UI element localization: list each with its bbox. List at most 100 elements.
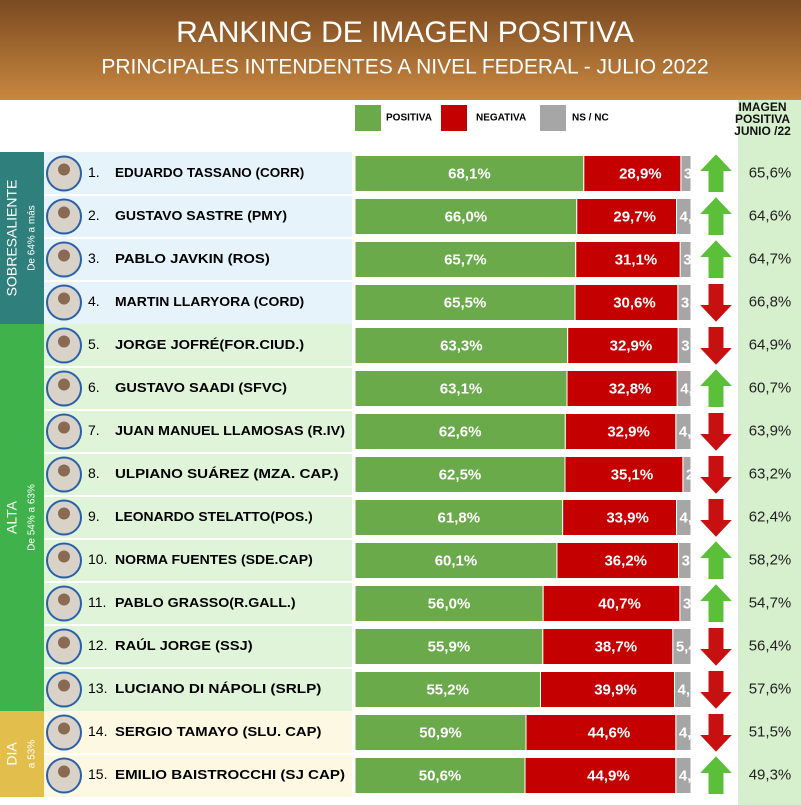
bar-label: 44,6%	[588, 724, 631, 741]
previous-value: 64,7%	[749, 250, 792, 267]
rank: 15.	[88, 766, 107, 782]
bar-segment	[677, 284, 692, 321]
bar-label: 40,7%	[598, 595, 641, 612]
bar-label: 65,5%	[444, 294, 487, 311]
bar-segment	[672, 628, 692, 665]
bar-segment	[566, 370, 678, 407]
name: NORMA FUENTES (SDE.CAP)	[115, 552, 313, 567]
rank: 12.	[88, 637, 107, 653]
name: LEONARDO STELATTO(POS.)	[115, 509, 313, 524]
bar-label: 63,1%	[440, 380, 483, 397]
bar-segment	[674, 671, 692, 708]
avatar-head	[58, 292, 70, 305]
legend-label: NS / NC	[572, 113, 609, 124]
bar-label: 68,1%	[448, 165, 491, 182]
name: EDUARDO TASSANO (CORR)	[115, 165, 304, 180]
bar-label: 3,0%	[684, 165, 718, 182]
avatar-head	[58, 507, 70, 520]
bar-segment	[354, 456, 566, 493]
bar-label: 29,7%	[613, 208, 656, 225]
bar-label: 35,1%	[611, 466, 654, 483]
bar-label: 65,7%	[444, 251, 487, 268]
avatar-head	[58, 421, 70, 434]
previous-value: 49,3%	[749, 766, 792, 783]
rank: 13.	[88, 680, 107, 696]
trend-arrow	[697, 283, 735, 324]
trend-arrow	[697, 498, 735, 539]
group-label: ALTA	[4, 500, 20, 534]
bar-label: 4,5%	[679, 724, 713, 741]
name: EMILIO BAISTROCCHI (SJ CAP)	[115, 767, 345, 782]
rank: 1.	[88, 164, 100, 180]
rank: 9.	[88, 508, 100, 524]
rank: 3.	[88, 250, 100, 266]
bar-segment	[678, 542, 692, 579]
bar-segment	[564, 413, 677, 450]
bar-label: 32,8%	[609, 380, 652, 397]
rank: 4.	[88, 293, 100, 309]
bar-label: 32,9%	[610, 337, 653, 354]
rank: 6.	[88, 379, 100, 395]
avatar-head	[58, 249, 70, 262]
group-range: De 54% a 63%	[27, 484, 38, 551]
bar-segment	[676, 499, 692, 536]
bar-segment	[354, 585, 544, 622]
header-bg	[0, 0, 801, 100]
bar-segment	[354, 542, 558, 579]
bar-segment	[354, 155, 585, 192]
legend-swatch	[441, 105, 467, 131]
bar-label: 3,7%	[682, 552, 716, 569]
bar-segment	[676, 370, 692, 407]
trend-arrow	[697, 238, 735, 279]
previous-value: 66,8%	[749, 293, 792, 310]
bar-label: 32,9%	[607, 423, 650, 440]
bar-label: 4,5%	[679, 423, 713, 440]
group-band	[0, 152, 44, 324]
bar-segment	[562, 499, 678, 536]
rank: 8.	[88, 465, 100, 481]
name: GUSTAVO SAADI (SFVC)	[115, 380, 287, 395]
bar-segment	[564, 456, 684, 493]
bar-segment	[677, 327, 692, 364]
avatar-head	[58, 722, 70, 735]
bar-label: 5,4%	[676, 638, 710, 655]
bar-label: 39,9%	[594, 681, 637, 698]
trend-arrow	[697, 754, 735, 795]
bar-label: 50,6%	[419, 767, 462, 784]
trend-arrow	[697, 412, 735, 453]
name: PABLO JAVKIN (ROS)	[115, 251, 270, 266]
trend-arrow	[697, 539, 735, 580]
bar-label: 33,9%	[606, 509, 649, 526]
previous-value: 63,2%	[749, 465, 792, 482]
bar-label: 38,7%	[595, 638, 638, 655]
chart-subtitle: PRINCIPALES INTENDENTES A NIVEL FEDERAL …	[101, 56, 708, 79]
rank: 5.	[88, 336, 100, 352]
row-group-bg	[44, 324, 352, 711]
avatar-head	[58, 206, 70, 219]
bar-segment	[525, 714, 677, 751]
bar-label: 44,9%	[587, 767, 630, 784]
avatar-head	[58, 335, 70, 348]
previous-header: IMAGEN POSITIVA JUNIO /22	[734, 100, 791, 138]
previous-value: 57,6%	[749, 680, 792, 697]
bar-label: 55,9%	[428, 638, 471, 655]
trend-arrow	[697, 582, 735, 623]
previous-value: 56,4%	[749, 637, 792, 654]
trend-arrow	[697, 713, 735, 754]
previous-column-bg	[738, 100, 801, 805]
bar-segment	[680, 155, 692, 192]
bar-segment	[676, 198, 692, 235]
bar-label: 66,0%	[445, 208, 488, 225]
bar-segment	[542, 585, 681, 622]
group-range: De 64% a más	[27, 205, 38, 271]
group-band	[0, 324, 44, 711]
bar-label: 62,6%	[439, 423, 482, 440]
bar-segment	[675, 413, 692, 450]
bar-label: 62,5%	[439, 466, 482, 483]
trend-arrow	[697, 195, 735, 236]
bar-segment	[354, 757, 526, 794]
bar-segment	[354, 327, 569, 364]
previous-value: 65,6%	[749, 164, 792, 181]
name: PABLO GRASSO(R.GALL.)	[115, 595, 296, 610]
previous-value: 64,6%	[749, 207, 792, 224]
